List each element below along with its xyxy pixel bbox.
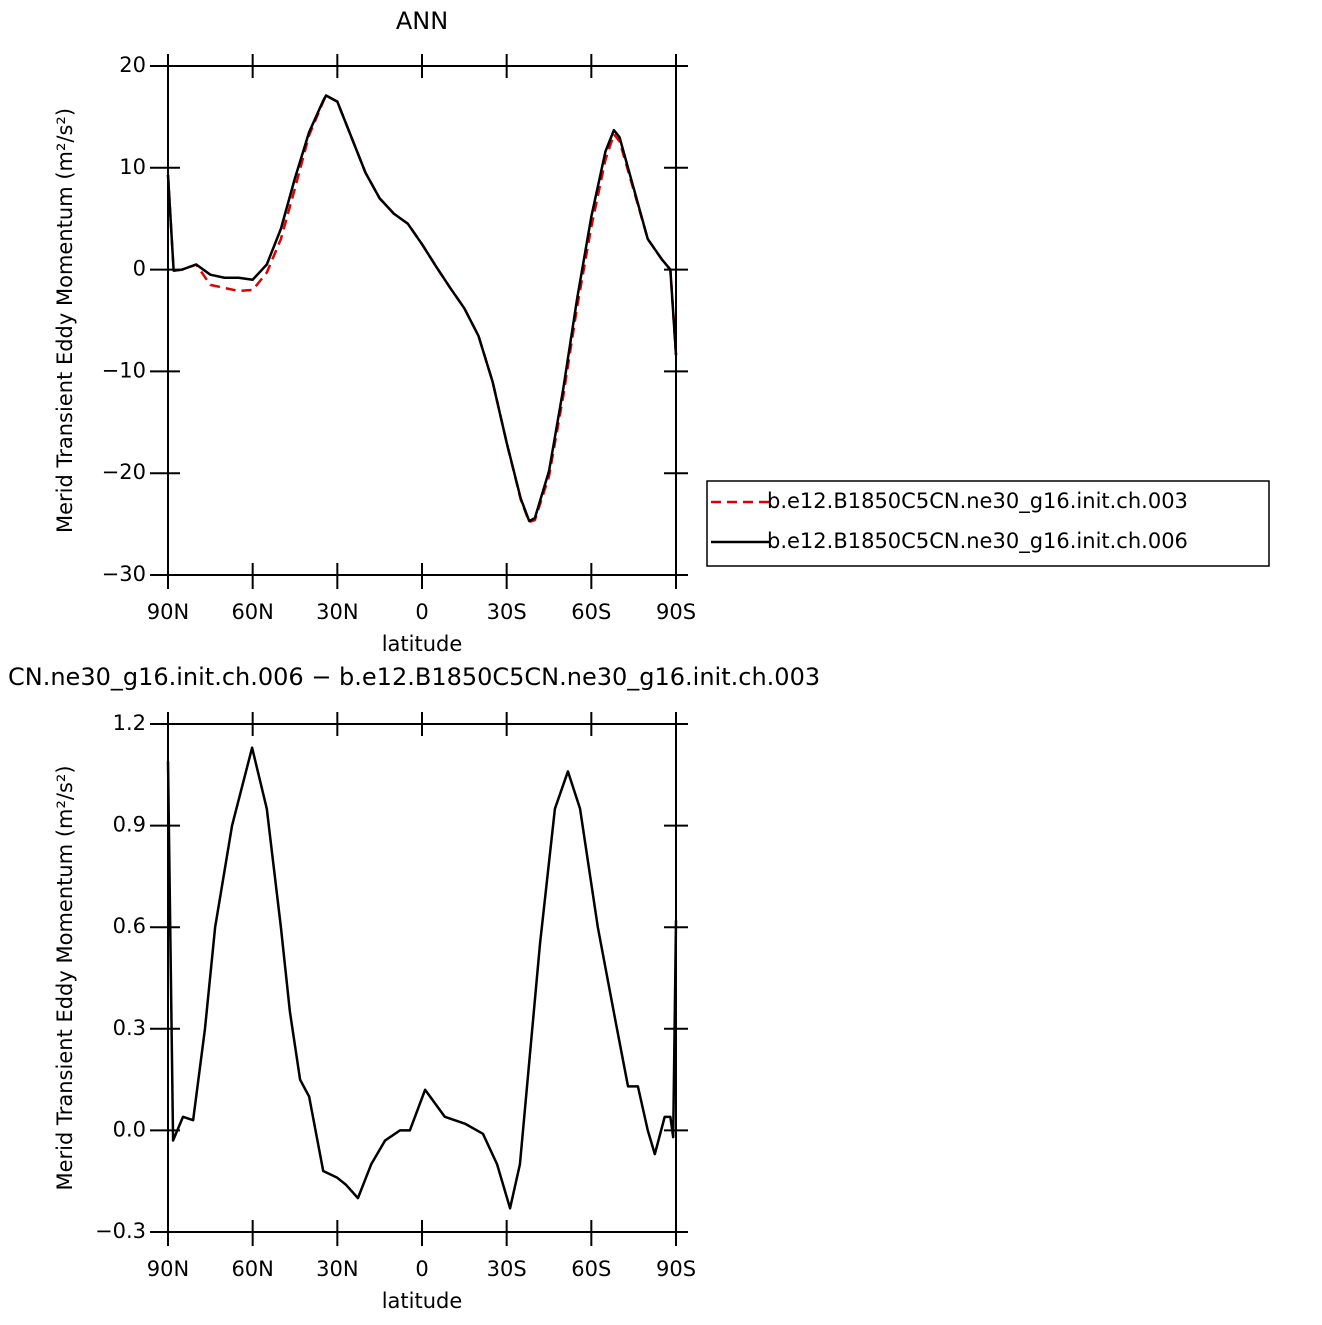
x-tick-label: 90N [147,600,189,624]
x-tick-label: 0 [415,1257,428,1281]
plot-frame [167,723,677,1233]
x-axis-label: latitude [382,632,463,656]
x-tick-label: 90S [656,600,696,624]
y-tick-label: −0.3 [95,1219,146,1243]
x-tick-label: 30S [487,1257,527,1281]
y-tick-label: 1.2 [113,711,146,735]
y-tick-label: 0.9 [113,813,146,837]
x-tick-label: 60S [571,1257,611,1281]
data-line [166,94,678,524]
x-tick-label: 60S [571,600,611,624]
x-tick-label: 0 [415,600,428,624]
x-tick-label: 30S [487,600,527,624]
y-axis-label: Merid Transient Eddy Momentum (m²/s²) [53,108,77,533]
data-line [166,94,678,523]
y-tick-label: 0.3 [113,1016,146,1040]
x-axis-label: latitude [382,1289,463,1313]
x-tick-label: 90S [656,1257,696,1281]
chart-title: CN.ne30_g16.init.ch.006 − b.e12.B1850C5C… [8,663,820,691]
y-axis-label: Merid Transient Eddy Momentum (m²/s²) [53,765,77,1190]
y-tick-label: −30 [102,562,146,586]
legend-label: b.e12.B1850C5CN.ne30_g16.init.ch.003 [767,489,1188,514]
y-tick-label: 20 [119,53,146,77]
y-tick-label: −20 [102,460,146,484]
y-tick-label: 0.6 [113,914,146,938]
y-tick-label: 0.0 [113,1117,146,1141]
x-tick-label: 60N [231,1257,273,1281]
legend-label: b.e12.B1850C5CN.ne30_g16.init.ch.006 [767,529,1188,554]
x-tick-label: 30N [316,1257,358,1281]
y-tick-label: 0 [133,257,146,281]
x-tick-label: 30N [316,600,358,624]
x-tick-label: 60N [231,600,273,624]
chart-title: ANN [396,7,448,35]
legend-box [706,480,1270,567]
data-line [166,746,678,1210]
y-tick-label: 10 [119,155,146,179]
x-tick-label: 90N [147,1257,189,1281]
y-tick-label: −10 [102,358,146,382]
plot-frame [167,65,677,576]
